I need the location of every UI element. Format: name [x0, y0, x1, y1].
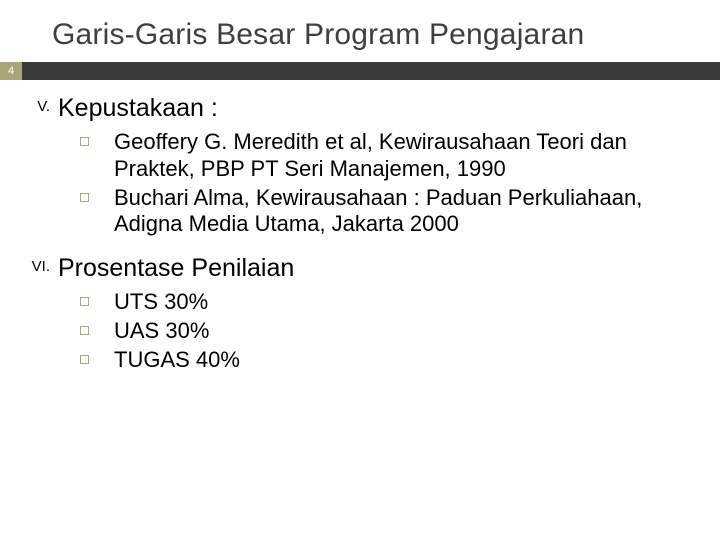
item-text: Geoffery G. Meredith et al, Kewirausahaa…: [114, 129, 680, 183]
page-number-badge: 4: [0, 62, 22, 80]
section-v-items: Geoffery G. Meredith et al, Kewirausahaa…: [80, 129, 680, 238]
item-text: UTS 30%: [114, 289, 680, 316]
square-bullet-icon: [80, 129, 114, 183]
slide-title: Garis-Garis Besar Program Pengajaran: [0, 0, 720, 62]
section-heading: Prosentase Penilaian: [58, 254, 294, 283]
section-v: V. Kepustakaan :: [22, 94, 680, 123]
square-bullet-icon: [80, 185, 114, 239]
square-bullet-icon: [80, 289, 114, 316]
divider-bar: [22, 62, 720, 80]
roman-numeral: V.: [22, 94, 58, 123]
item-text: Buchari Alma, Kewirausahaan : Paduan Per…: [114, 185, 680, 239]
section-vi: VI. Prosentase Penilaian: [22, 254, 680, 283]
roman-numeral: VI.: [22, 254, 58, 283]
content-area: V. Kepustakaan : Geoffery G. Meredith et…: [0, 80, 720, 374]
list-item: UTS 30%: [80, 289, 680, 316]
item-text: UAS 30%: [114, 318, 680, 345]
section-heading: Kepustakaan :: [58, 94, 218, 123]
list-item: Buchari Alma, Kewirausahaan : Paduan Per…: [80, 185, 680, 239]
divider-row: 4: [0, 62, 720, 80]
list-item: Geoffery G. Meredith et al, Kewirausahaa…: [80, 129, 680, 183]
list-item: TUGAS 40%: [80, 347, 680, 374]
list-item: UAS 30%: [80, 318, 680, 345]
square-bullet-icon: [80, 347, 114, 374]
item-text: TUGAS 40%: [114, 347, 680, 374]
section-vi-items: UTS 30% UAS 30% TUGAS 40%: [80, 289, 680, 373]
square-bullet-icon: [80, 318, 114, 345]
